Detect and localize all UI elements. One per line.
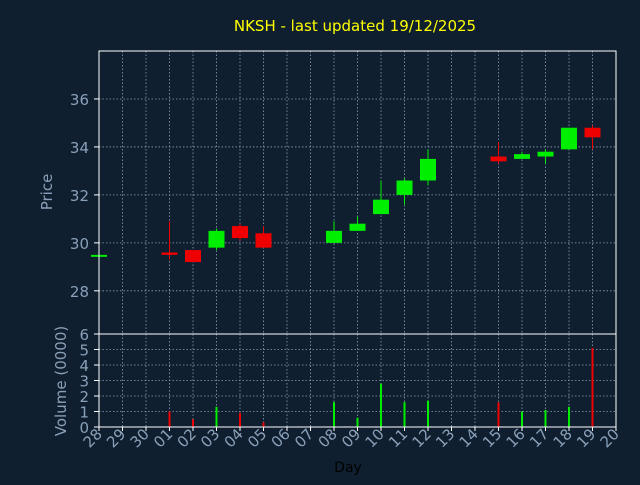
price-y-tick-label: 30 — [70, 235, 89, 253]
price-y-tick-label: 34 — [70, 139, 89, 157]
candle-body — [232, 226, 248, 239]
volume-bar — [215, 406, 218, 427]
volume-y-tick-label: 5 — [79, 342, 89, 360]
volume-bar — [333, 402, 335, 427]
volume-y-tick-label: 0 — [79, 419, 89, 437]
volume-bar — [427, 400, 429, 427]
volume-axis-label: Volume (0000) — [52, 326, 70, 436]
volume-y-tick-label: 6 — [79, 326, 89, 344]
volume-bar — [356, 417, 359, 427]
candle-body — [373, 199, 389, 215]
volume-bar — [521, 411, 523, 427]
price-grid — [98, 51, 617, 334]
candle-body — [537, 151, 554, 157]
candle-body — [349, 223, 366, 231]
volume-bar — [262, 422, 265, 427]
candle-body — [326, 230, 342, 243]
candle-body — [255, 233, 272, 248]
volume-bar — [568, 406, 570, 427]
volume-bar — [192, 419, 194, 427]
volume-bar — [544, 409, 547, 427]
panel-frames — [98, 50, 617, 428]
candle-body — [208, 230, 225, 248]
volume-bar — [239, 413, 241, 427]
price-y-tick-label: 28 — [70, 283, 89, 301]
candle-body — [490, 156, 507, 162]
volume-panel-frame — [98, 333, 617, 428]
volume-bar — [497, 402, 500, 427]
volume-y-tick-label: 4 — [79, 357, 89, 375]
volume-y-tick-label: 3 — [79, 373, 89, 391]
candle-body — [185, 250, 201, 263]
candle-body — [514, 154, 530, 159]
candle-body — [561, 127, 577, 150]
price-y-tick-label: 32 — [70, 187, 89, 205]
volume-bar — [591, 347, 594, 427]
candle-body — [396, 180, 413, 195]
volume-bar — [168, 411, 171, 427]
price-y-ticks: 28 30 32 34 36 — [70, 91, 99, 301]
volume-series — [168, 347, 594, 427]
candle-body — [584, 127, 601, 138]
volume-bar — [380, 383, 382, 427]
price-y-tick-label: 36 — [70, 91, 89, 109]
candle-body — [161, 252, 178, 255]
volume-y-tick-label: 1 — [79, 404, 89, 422]
x-axis-label: Day — [334, 460, 362, 476]
x-tick-labels: 2829300102030405060708091011121314151617… — [80, 425, 623, 451]
volume-y-tick-label: 2 — [79, 388, 89, 406]
candle-body — [420, 158, 436, 181]
volume-bar — [403, 402, 406, 427]
price-axis-label: Price — [38, 174, 56, 211]
chart-title: NKSH - last updated 19/12/2025 — [234, 17, 476, 35]
candlestick-series — [91, 125, 601, 263]
